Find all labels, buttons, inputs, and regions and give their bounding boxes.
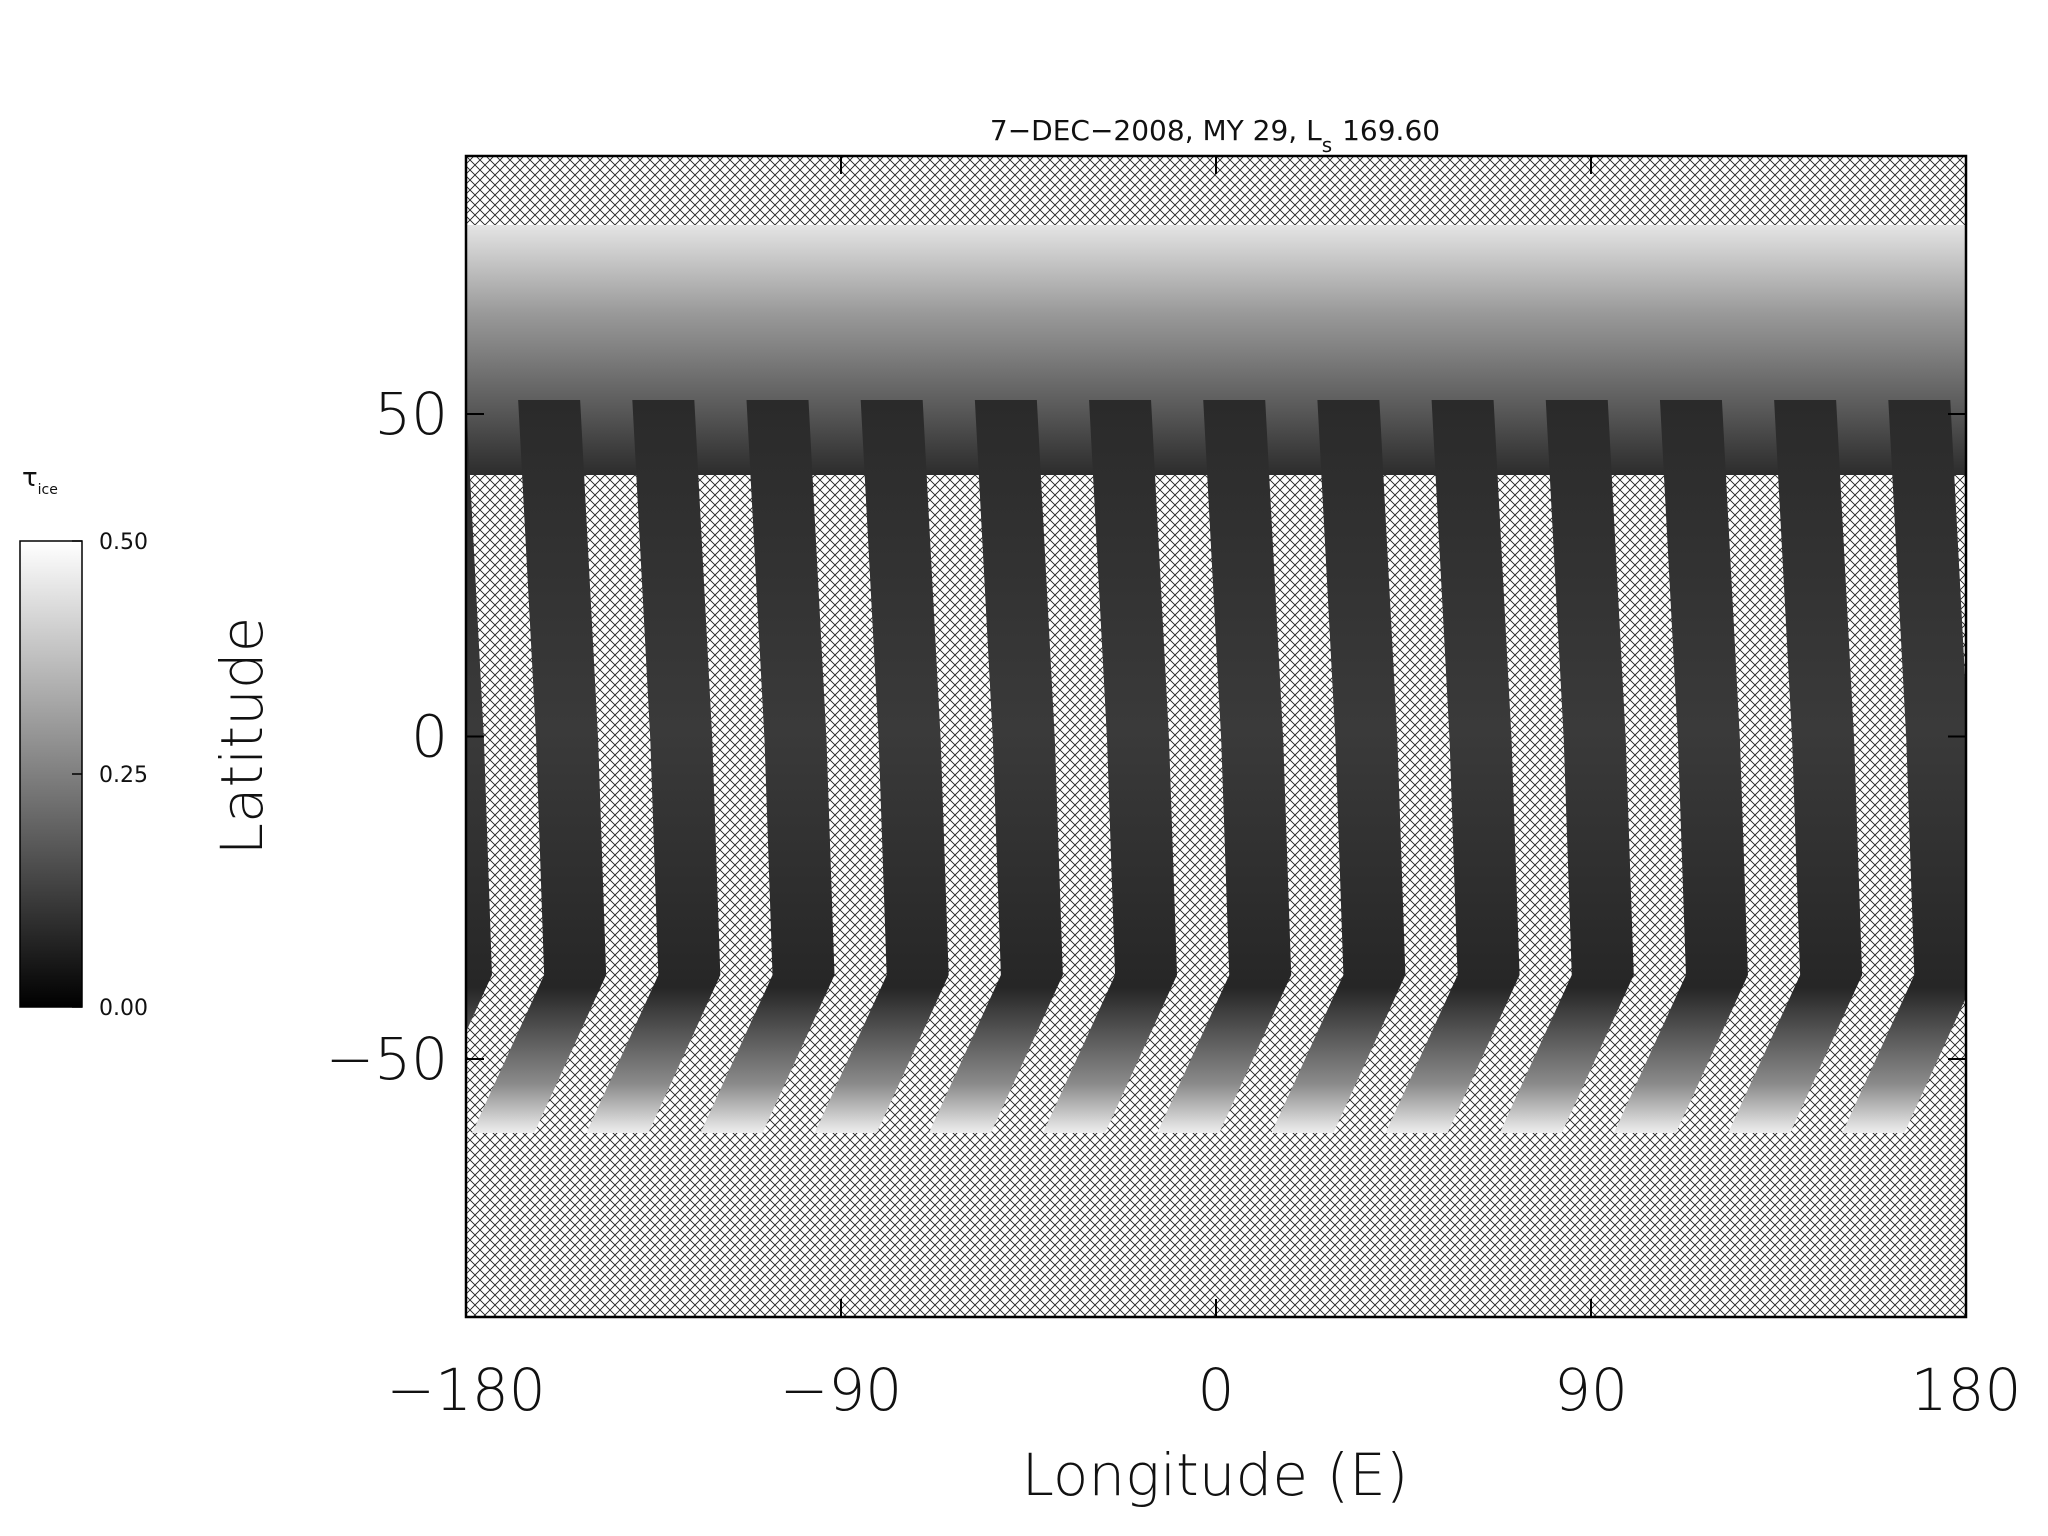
x-axis-label: Longitude (E) xyxy=(1022,1441,1409,1509)
orbit-swath xyxy=(1613,400,1748,1133)
orbit-swath xyxy=(1499,400,1634,1133)
map-imagery xyxy=(0,156,2048,1317)
orbit-swath xyxy=(586,400,721,1133)
x-tick-label: −180 xyxy=(386,1356,545,1424)
orbit-swath xyxy=(814,400,949,1133)
x-tick-label: 0 xyxy=(1198,1356,1235,1424)
title-value: 169.60 xyxy=(1342,114,1440,147)
x-tick-label: 180 xyxy=(1911,1356,2022,1424)
colorbar-tick-label: 0.50 xyxy=(99,530,148,555)
colorbar-label: τice xyxy=(22,463,58,498)
colorbar-tick-label: 0.25 xyxy=(99,763,148,788)
chart-title: 7−DEC−2008, MY 29, Ls 169.60 xyxy=(990,114,1440,157)
x-tick-label: 90 xyxy=(1554,1356,1628,1424)
orbit-swath xyxy=(700,400,835,1133)
orbit-swath xyxy=(1043,400,1178,1133)
y-tick-label: 0 xyxy=(411,703,448,771)
colorbar-symbol: τ xyxy=(22,463,38,493)
x-tick-label: −90 xyxy=(780,1356,902,1424)
orbit-swath xyxy=(1728,400,1863,1133)
orbit-swath xyxy=(472,400,607,1133)
colorbar-subscript: ice xyxy=(38,482,58,498)
colorbar-tick-label: 0.00 xyxy=(99,996,148,1021)
y-tick-label: 50 xyxy=(374,380,448,448)
orbit-swath xyxy=(928,400,1063,1133)
right-clip xyxy=(1966,156,2048,1317)
y-tick-label: −50 xyxy=(326,1025,448,1093)
y-axis-label: Latitude xyxy=(208,617,276,856)
colorbar xyxy=(19,540,83,1008)
orbit-swath xyxy=(1271,400,1406,1133)
orbit-swath xyxy=(1157,400,1292,1133)
title-subscript: s xyxy=(1322,133,1332,157)
orbit-swath xyxy=(1385,400,1520,1133)
orbit-swath xyxy=(1842,400,1977,1133)
title-main: 7−DEC−2008, MY 29, L xyxy=(990,114,1322,147)
